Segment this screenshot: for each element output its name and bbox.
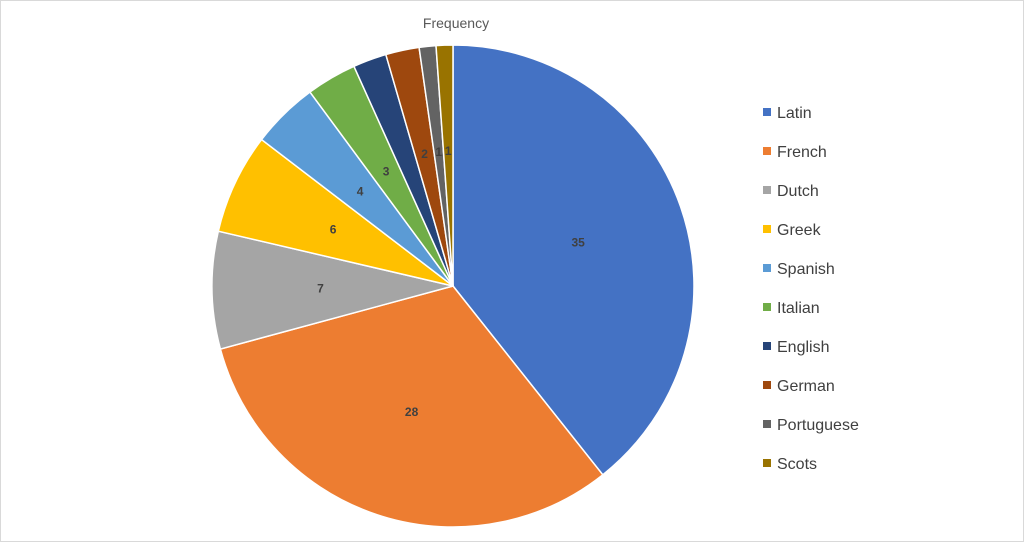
legend-label-scots: Scots bbox=[777, 456, 817, 473]
legend-label-portuguese: Portuguese bbox=[777, 417, 859, 434]
legend-label-italian: Italian bbox=[777, 300, 820, 317]
legend-swatch-latin bbox=[763, 108, 771, 116]
legend-swatch-french bbox=[763, 147, 771, 155]
legend-swatch-english bbox=[763, 342, 771, 350]
legend-swatch-greek bbox=[763, 225, 771, 233]
legend-swatch-dutch bbox=[763, 186, 771, 194]
data-label-dutch: 7 bbox=[317, 281, 324, 295]
legend-swatch-spanish bbox=[763, 264, 771, 272]
legend-label-german: German bbox=[777, 378, 835, 395]
pie-slice-french bbox=[219, 285, 604, 528]
pie-slice-dutch bbox=[211, 230, 454, 350]
legend-label-dutch: Dutch bbox=[777, 183, 819, 200]
legend: Latin French Dutch Greek Spanish Italian Engli… bbox=[763, 105, 859, 473]
pie-slice-latin bbox=[452, 44, 695, 476]
pie-slices bbox=[211, 44, 695, 528]
data-label-greek: 6 bbox=[330, 222, 337, 236]
legend-swatch-scots bbox=[763, 459, 771, 467]
legend-label-latin: Latin bbox=[777, 105, 812, 122]
pie-slice-scots bbox=[435, 44, 454, 287]
legend-swatch-german bbox=[763, 381, 771, 389]
data-label-latin: 35 bbox=[571, 235, 585, 249]
legend-label-english: English bbox=[777, 339, 829, 356]
data-label-german: 2 bbox=[421, 147, 428, 161]
legend-label-french: French bbox=[777, 144, 827, 161]
chart-title: Frequency bbox=[423, 15, 489, 31]
data-label-french: 28 bbox=[405, 405, 419, 419]
data-label-scots: 1 bbox=[445, 144, 452, 158]
data-label-portuguese: 1 bbox=[435, 145, 442, 159]
legend-swatch-italian bbox=[763, 303, 771, 311]
data-label-spanish: 4 bbox=[357, 184, 364, 198]
data-label-italian: 3 bbox=[383, 165, 390, 179]
legend-swatch-portuguese bbox=[763, 420, 771, 428]
legend-label-greek: Greek bbox=[777, 222, 822, 239]
legend-label-spanish: Spanish bbox=[777, 261, 835, 278]
